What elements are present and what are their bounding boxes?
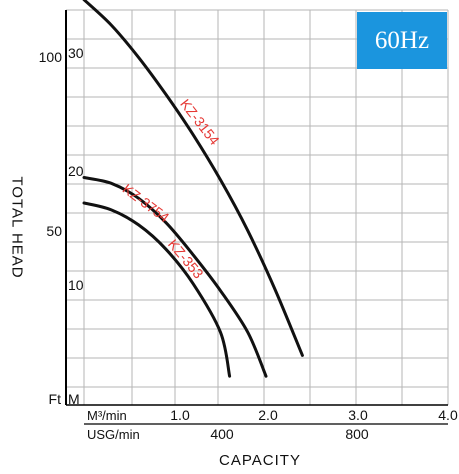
y-tick-label-m: 10 <box>68 277 84 293</box>
curve-kz-3154 <box>82 0 304 357</box>
axes <box>65 10 448 425</box>
curve-kz-3754 <box>82 176 268 378</box>
frequency-badge: 60Hz <box>357 12 447 69</box>
y-tick-label-m: 30 <box>68 45 84 61</box>
grid <box>66 9 449 405</box>
y-tick-label-ft: 100 <box>39 49 63 65</box>
curve-kz-353 <box>82 201 232 378</box>
x-tick-label-m3: 4.0 <box>438 407 458 423</box>
y-axis-title: TOTAL HEAD <box>8 176 26 279</box>
y-unit-m: M <box>68 391 80 407</box>
x-unit-usg: USG/min <box>87 427 140 442</box>
y-tick-label-m: 20 <box>68 163 84 179</box>
x-unit-m3: M³/min <box>87 408 127 423</box>
y-unit-ft: Ft <box>49 391 62 407</box>
curves <box>82 0 304 378</box>
x-tick-label-m3: 2.0 <box>258 407 278 423</box>
x-tick-label-usg: 800 <box>345 426 369 442</box>
x-tick-label-usg: 400 <box>210 426 234 442</box>
x-axis-title: CAPACITY <box>219 452 301 469</box>
y-tick-label-ft: 50 <box>46 223 62 239</box>
x-tick-label-m3: 3.0 <box>348 407 368 423</box>
tick-labels: 10 20 30 50 100 M Ft 1.0 2.0 3.0 4.0 M³/min 400 800 US… <box>39 45 458 442</box>
x-tick-label-m3: 1.0 <box>170 407 190 423</box>
